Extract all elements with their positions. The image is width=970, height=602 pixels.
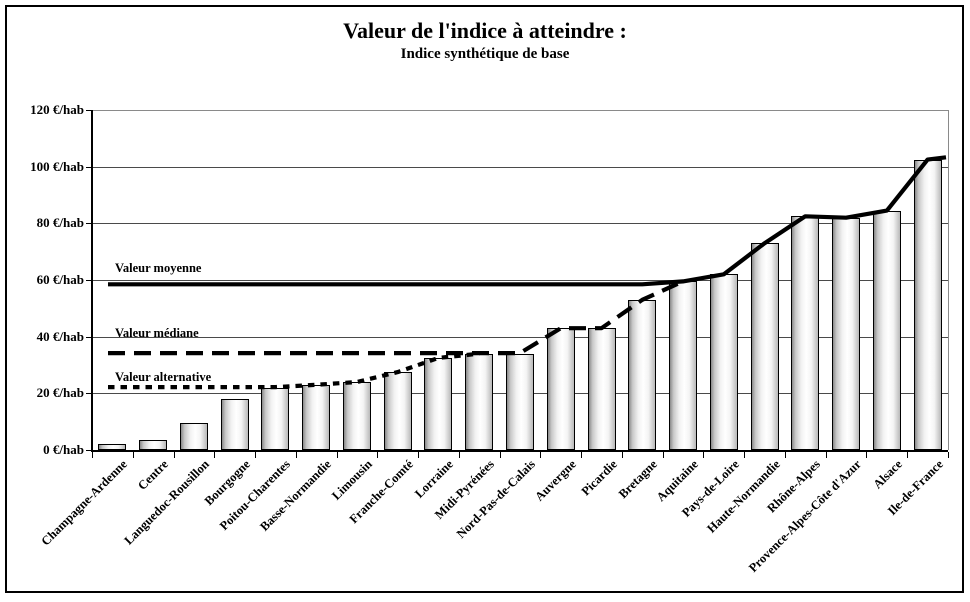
bar-auvergne [546, 328, 575, 450]
bar-franche-comt- [383, 372, 412, 450]
x-axis-tick [458, 452, 460, 458]
y-axis-label: 80 €/hab [36, 215, 84, 231]
bar-lorraine [424, 357, 453, 450]
y-axis-tick [86, 393, 92, 395]
bar-haute-normandie [750, 243, 779, 450]
x-axis-tick [132, 452, 134, 458]
gridline-80 [93, 223, 948, 225]
gridline-40 [93, 336, 948, 338]
x-axis-tick [214, 452, 216, 458]
x-axis-tick [907, 452, 909, 458]
x-axis-tick [825, 452, 827, 458]
bar-aquitaine [669, 281, 698, 450]
x-axis-tick [336, 452, 338, 458]
y-axis-label: 40 €/hab [36, 328, 84, 344]
x-axis-tick [255, 452, 257, 458]
x-axis-tick [295, 452, 297, 458]
y-axis-tick [86, 336, 92, 338]
x-axis-tick [948, 452, 949, 458]
bar-languedoc-rousillon [179, 423, 208, 450]
bar-alsace [872, 210, 901, 450]
y-axis-label: 60 €/hab [36, 272, 84, 287]
gridline-60 [93, 280, 948, 281]
x-axis-tick [866, 452, 868, 458]
x-axis-tick [662, 452, 664, 458]
x-axis-tick [173, 452, 175, 458]
x-axis-tick [499, 452, 501, 458]
bar-rh-ne-alpes [791, 216, 820, 450]
bar-basse-normandie [302, 384, 331, 450]
bar-midi-pyr-n-es [465, 353, 494, 450]
bar-ile-de-france [913, 159, 942, 450]
gridline-100 [93, 166, 948, 168]
y-axis-label: 20 €/hab [36, 385, 84, 401]
x-axis-tick [581, 452, 583, 458]
bar-centre [139, 440, 168, 450]
chart-title: Valeur de l'indice à atteindre : [343, 18, 627, 43]
x-axis-tick [784, 452, 786, 458]
y-axis-tick [86, 450, 92, 451]
bar-poitou-charentes [261, 387, 290, 450]
y-axis-tick [86, 110, 92, 111]
x-axis-tick [744, 452, 746, 458]
chart-subtitle: Indice synthétique de base [400, 46, 570, 62]
x-axis-tick [418, 452, 420, 458]
moyenne-line-label: Valeur moyenne [115, 261, 202, 276]
y-axis-tick [86, 280, 92, 281]
bar-provence-alpes-c-te-d-azur [832, 217, 861, 450]
x-axis-tick [703, 452, 705, 458]
x-axis-tick [621, 452, 623, 458]
gridline-120 [93, 110, 948, 111]
mediane-line-label: Valeur médiane [115, 326, 199, 341]
bar-nord-pas-de-calais [506, 353, 534, 450]
y-axis-label: 100 €/hab [30, 158, 84, 174]
plot-right-border [948, 110, 949, 450]
x-axis-line [91, 450, 948, 452]
y-axis-tick [86, 166, 92, 168]
alternative-line-label: Valeur alternative [115, 370, 212, 385]
bar-limousin [342, 382, 371, 450]
chart-border [5, 5, 964, 593]
x-axis-tick [540, 452, 542, 458]
bar-bourgogne [220, 399, 249, 450]
y-axis-line [91, 110, 93, 452]
y-axis-tick [86, 223, 92, 225]
bar-pays-de-loire [709, 274, 738, 450]
x-axis-tick [92, 452, 93, 458]
y-axis-label: 120 €/hab [30, 102, 84, 117]
y-axis-label: 0 €/hab [43, 442, 84, 457]
bar-picardie [587, 328, 616, 450]
bar-bretagne [628, 299, 657, 450]
x-axis-tick [377, 452, 379, 458]
bar-champagne-ardenne [98, 444, 127, 450]
